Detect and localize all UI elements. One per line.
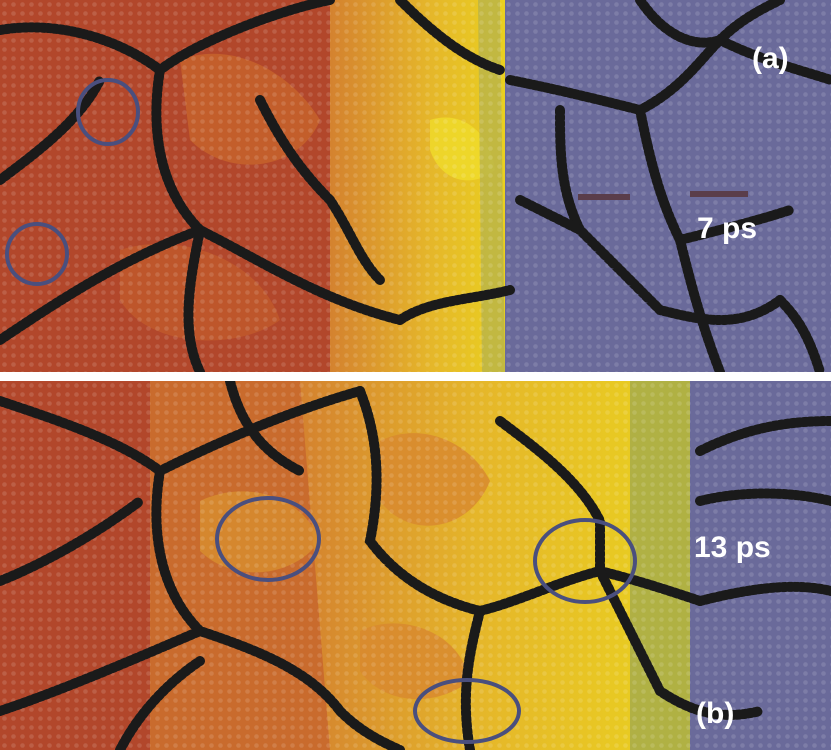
panel-a-time-label: 7 ps: [697, 212, 758, 245]
panel-b-circle-markers: [215, 496, 637, 744]
panel-b-label: (b): [696, 697, 735, 730]
panel-b-time-label: 13 ps: [694, 531, 771, 564]
circle-marker: [76, 78, 140, 146]
circle-marker: [413, 678, 521, 744]
panel-divider: [0, 372, 831, 381]
panel-a-circle-markers: [5, 78, 140, 286]
panel-b-simulation-snapshot: 13 ps (b): [0, 381, 831, 750]
grain-boundary-lines: [0, 0, 831, 372]
panel-b-image: [0, 381, 831, 750]
panel-a-label: (a): [752, 42, 789, 75]
circle-marker: [215, 496, 321, 582]
dark-streaks: [578, 191, 748, 200]
panel-a-image: [0, 0, 831, 372]
circle-marker: [5, 222, 69, 286]
grain-boundary-lines: [0, 381, 831, 750]
panel-a-simulation-snapshot: (a) 7 ps: [0, 0, 831, 372]
circle-marker: [533, 518, 637, 604]
